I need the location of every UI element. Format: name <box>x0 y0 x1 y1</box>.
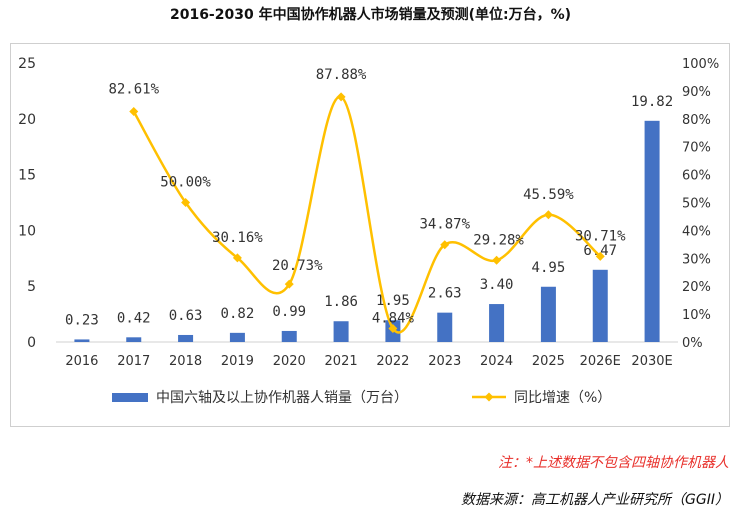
legend-bar-swatch <box>112 393 148 402</box>
x-category-label: 2023 <box>428 354 461 369</box>
growth-data-label: 30.16% <box>212 230 263 246</box>
bar-data-label: 0.99 <box>272 304 306 320</box>
bar-data-label: 1.95 <box>376 293 410 309</box>
growth-marker <box>543 210 553 220</box>
y-right-tick-label: 50% <box>682 197 711 212</box>
y-left-tick-label: 10 <box>18 223 36 239</box>
bar-data-label: 2.63 <box>428 286 462 302</box>
growth-marker <box>492 255 502 265</box>
bar <box>126 337 142 342</box>
y-right-tick-label: 30% <box>682 252 711 267</box>
growth-data-label: 50.00% <box>160 175 211 191</box>
bar-data-label: 0.23 <box>65 312 99 328</box>
y-right-tick-label: 40% <box>682 224 711 239</box>
x-category-label: 2021 <box>325 354 358 369</box>
bar-data-label: 19.82 <box>631 94 673 110</box>
x-category-label: 2018 <box>169 354 202 369</box>
x-category-label: 2026E <box>580 354 621 369</box>
x-category-label: 2016 <box>65 354 98 369</box>
bar <box>74 339 90 342</box>
growth-marker <box>181 198 191 207</box>
growth-data-label: 29.28% <box>473 232 524 248</box>
y-right-tick-label: 0% <box>682 336 703 351</box>
bar-data-label: 4.95 <box>532 260 566 276</box>
y-left-tick-label: 5 <box>27 279 36 295</box>
footnote: 注：*上述数据不包含四轴协作机器人 <box>498 455 729 471</box>
bar <box>540 286 556 342</box>
growth-data-label: 20.73% <box>272 258 323 274</box>
growth-data-label: 4.84% <box>372 310 415 326</box>
bar <box>592 269 608 342</box>
bar-data-label: 0.82 <box>221 306 255 322</box>
y-right-tick-label: 90% <box>682 85 711 100</box>
bar-data-label: 1.86 <box>324 294 358 310</box>
x-category-label: 2020 <box>273 354 306 369</box>
growth-marker <box>336 92 346 102</box>
bar <box>281 330 297 342</box>
y-left-tick-label: 25 <box>18 56 36 72</box>
y-right-tick-label: 80% <box>682 113 711 128</box>
growth-line <box>132 95 602 334</box>
y-right-tick-label: 10% <box>682 308 711 323</box>
bar <box>489 304 505 342</box>
chart-frame <box>10 43 730 427</box>
x-category-label: 2025 <box>532 354 565 369</box>
growth-marker <box>440 240 450 250</box>
growth-marker <box>284 279 294 289</box>
growth-marker <box>388 323 398 333</box>
x-category-label: 2017 <box>117 354 150 369</box>
growth-data-label: 34.87% <box>419 217 470 233</box>
legend-line-label: 同比增速（%） <box>514 390 611 406</box>
bar-data-label: 0.42 <box>117 310 151 326</box>
bar <box>178 334 194 342</box>
bar <box>437 312 453 342</box>
bar <box>333 321 349 342</box>
y-left-tick-label: 20 <box>18 112 36 128</box>
bar-data-label: 3.40 <box>480 277 514 293</box>
x-category-label: 2022 <box>376 354 409 369</box>
y-left-tick-label: 15 <box>18 168 36 184</box>
y-right-tick-label: 20% <box>682 280 711 295</box>
y-left-tick-label: 0 <box>27 335 36 351</box>
chart-title: 2016-2030 年中国协作机器人市场销量及预测(单位:万台，%) <box>169 7 572 23</box>
x-category-label: 2019 <box>221 354 254 369</box>
growth-marker <box>129 107 139 117</box>
bar <box>229 332 245 342</box>
data-source: 数据来源：高工机器人产业研究所（GGII） <box>461 492 729 508</box>
growth-data-label: 87.88% <box>316 67 367 83</box>
x-category-label: 2024 <box>480 354 513 369</box>
legend-line-marker <box>484 392 494 402</box>
x-category-label: 2030E <box>631 354 672 369</box>
growth-data-label: 45.59% <box>523 187 574 203</box>
bar-data-label: 0.63 <box>169 308 203 324</box>
y-right-tick-label: 60% <box>682 169 711 184</box>
bar <box>644 120 660 342</box>
growth-marker <box>595 251 605 261</box>
legend-bar-label: 中国六轴及以上协作机器人销量（万台） <box>156 390 408 406</box>
growth-marker <box>232 253 242 263</box>
y-right-tick-label: 100% <box>682 57 719 72</box>
growth-data-label: 30.71% <box>575 228 626 244</box>
y-right-tick-label: 70% <box>682 141 711 156</box>
growth-data-label: 82.61% <box>108 82 159 98</box>
